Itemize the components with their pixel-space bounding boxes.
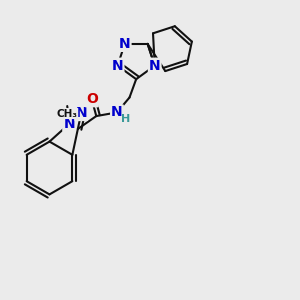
Text: N: N (75, 106, 87, 120)
Text: O: O (86, 92, 98, 106)
Text: N: N (112, 59, 123, 73)
Text: N: N (149, 59, 161, 73)
Text: N: N (63, 117, 75, 131)
Text: N: N (111, 105, 123, 119)
Text: CH₃: CH₃ (57, 109, 78, 118)
Text: H: H (121, 114, 130, 124)
Text: N: N (119, 37, 130, 51)
